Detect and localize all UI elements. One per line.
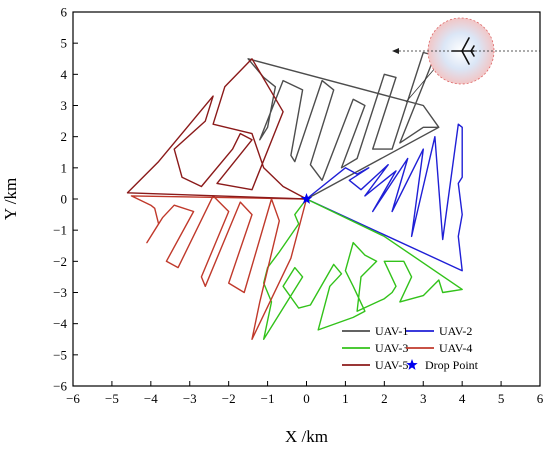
y-tick-label: 6 xyxy=(61,5,68,20)
x-tick-label: −2 xyxy=(222,391,236,406)
legend-label-drop-point: Drop Point xyxy=(425,358,479,372)
y-tick-label: 0 xyxy=(61,192,68,207)
x-tick-label: −3 xyxy=(183,391,197,406)
x-tick-label: 3 xyxy=(420,391,427,406)
legend: UAV-1 UAV-3 UAV-5 UAV-2 UAV-4 Drop Point xyxy=(342,324,479,372)
y-tick-label: 3 xyxy=(61,98,68,113)
y-tick-label: 2 xyxy=(61,129,68,144)
legend-label-uav-5: UAV-5 xyxy=(375,358,408,372)
track-uav-4 xyxy=(130,195,308,340)
x-tick-label: −1 xyxy=(261,391,275,406)
y-tick-label: −6 xyxy=(53,379,67,394)
y-axis-title: Y /km xyxy=(1,178,20,220)
legend-label-uav-2: UAV-2 xyxy=(439,324,472,338)
x-tick-label: 4 xyxy=(459,391,466,406)
axis-ticks: −6−6 −5 −5 −4 −4 −3 −3 −2 −2 −1 −1 0 0 1 1 2 2 3 3 4 4 5 5 6 6 xyxy=(53,5,544,407)
y-tick-label: 4 xyxy=(61,67,68,82)
drop-point-marker xyxy=(300,193,313,204)
x-tick-label: −5 xyxy=(105,391,119,406)
x-tick-label: −4 xyxy=(144,391,158,406)
x-axis-title: X /km xyxy=(285,427,328,446)
track-uav-1 xyxy=(247,51,440,200)
x-tick-label: 5 xyxy=(498,391,505,406)
x-tick-label: 6 xyxy=(537,391,544,406)
legend-label-uav-4: UAV-4 xyxy=(439,341,472,355)
y-tick-label: −2 xyxy=(53,254,67,269)
y-tick-label: −4 xyxy=(53,316,67,331)
track-uav-3 xyxy=(263,198,463,340)
y-tick-label: 1 xyxy=(61,160,68,175)
inset-callout xyxy=(392,17,540,103)
legend-label-uav-1: UAV-1 xyxy=(375,324,408,338)
y-tick-label: 5 xyxy=(61,36,68,51)
x-tick-label: 0 xyxy=(303,391,310,406)
y-tick-label: −1 xyxy=(53,223,67,238)
x-tick-label: 2 xyxy=(381,391,388,406)
track-uav-2 xyxy=(306,123,463,272)
aircraft-icon xyxy=(451,37,475,65)
legend-label-uav-3: UAV-3 xyxy=(375,341,408,355)
x-tick-label: 1 xyxy=(342,391,349,406)
heading-arrow-icon xyxy=(392,48,399,54)
x-tick-label: −6 xyxy=(66,391,80,406)
flight-tracks xyxy=(126,51,463,340)
y-tick-label: −5 xyxy=(53,347,67,362)
track-uav-5 xyxy=(126,58,307,200)
y-tick-label: −3 xyxy=(53,285,67,300)
legend-drop-point-icon xyxy=(406,359,418,370)
